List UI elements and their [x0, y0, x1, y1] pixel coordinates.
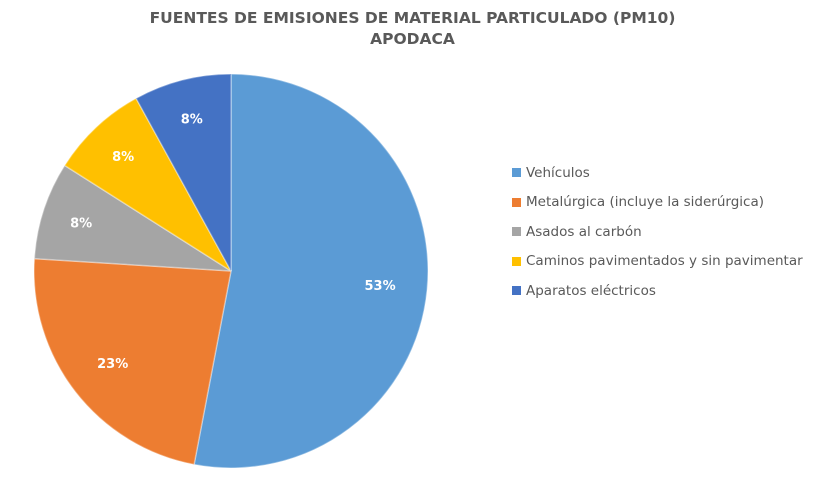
chart-legend: Vehículos Metalúrgica (incluye la siderú… [512, 158, 803, 306]
legend-label: Metalúrgica (incluye la siderúrgica) [526, 194, 765, 211]
legend-label: Aparatos eléctricos [526, 282, 656, 299]
legend-label: Caminos pavimentados y sin pavimentar [526, 253, 803, 270]
legend-item-vehiculos: Vehículos [512, 158, 803, 188]
data-label: 53% [364, 279, 395, 294]
slice-vehiculos [193, 73, 429, 469]
data-label: 8% [112, 150, 134, 165]
chart-subtitle: APODACA [370, 30, 455, 48]
legend-item-metalurgica: Metalúrgica (incluye la siderúrgica) [512, 188, 803, 218]
slice-metalurgica [33, 257, 232, 466]
slice-caminos [63, 97, 232, 272]
legend-swatch [512, 286, 521, 296]
legend-swatch [512, 197, 521, 207]
legend-item-caminos: Caminos pavimentados y sin pavimentar [512, 247, 803, 277]
slice-aparatos [135, 73, 232, 272]
slice-asados [33, 164, 232, 272]
legend-label: Asados al carbón [526, 223, 642, 240]
chart-title: FUENTES DE EMISIONES DE MATERIAL PARTICU… [149, 9, 676, 27]
legend-swatch [512, 227, 521, 237]
legend-label: Vehículos [526, 164, 590, 181]
data-label: 8% [181, 112, 203, 127]
legend-item-asados: Asados al carbón [512, 217, 803, 247]
data-label: 23% [97, 357, 128, 372]
legend-swatch [512, 168, 521, 178]
legend-item-aparatos: Aparatos eléctricos [512, 276, 803, 306]
legend-swatch [512, 256, 521, 266]
data-label: 8% [70, 216, 92, 231]
